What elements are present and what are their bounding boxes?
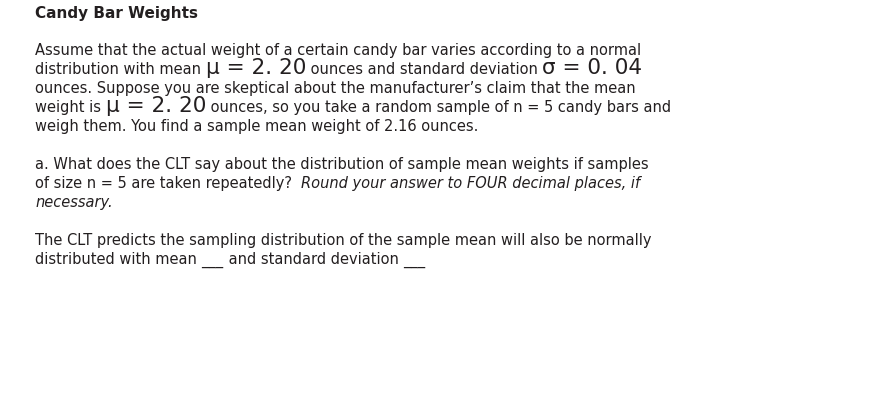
Text: of size n = 5 are taken repeatedly?: of size n = 5 are taken repeatedly? xyxy=(35,176,301,191)
Text: and standard deviation: and standard deviation xyxy=(224,252,403,267)
Text: ___: ___ xyxy=(403,253,425,268)
Text: ounces. Suppose you are skeptical about the manufacturer’s claim that the mean: ounces. Suppose you are skeptical about … xyxy=(35,81,636,96)
Text: ___: ___ xyxy=(202,253,224,268)
Text: Round your answer to FOUR decimal places, if: Round your answer to FOUR decimal places… xyxy=(301,176,640,191)
Text: distributed with mean: distributed with mean xyxy=(35,252,202,267)
Text: ounces and standard deviation: ounces and standard deviation xyxy=(306,62,542,77)
Text: distribution with mean: distribution with mean xyxy=(35,62,205,77)
Text: μ = 2. 20: μ = 2. 20 xyxy=(106,96,206,116)
Text: μ = 2. 20: μ = 2. 20 xyxy=(205,58,306,78)
Text: a. What does the CLT say about the distribution of sample mean weights if sample: a. What does the CLT say about the distr… xyxy=(35,157,649,172)
Text: Assume that the actual weight of a certain candy bar varies according to a norma: Assume that the actual weight of a certa… xyxy=(35,43,641,58)
Text: weight is: weight is xyxy=(35,100,106,115)
Text: Candy Bar Weights: Candy Bar Weights xyxy=(35,6,198,21)
Text: σ = 0. 04: σ = 0. 04 xyxy=(542,58,643,78)
Text: ounces, so you take a random sample of n = 5 candy bars and: ounces, so you take a random sample of n… xyxy=(206,100,671,115)
Text: necessary.: necessary. xyxy=(35,195,113,210)
Text: The CLT predicts the sampling distribution of the sample mean will also be norma: The CLT predicts the sampling distributi… xyxy=(35,233,652,248)
Text: weigh them. You find a sample mean weight of 2.16 ounces.: weigh them. You find a sample mean weigh… xyxy=(35,119,478,134)
